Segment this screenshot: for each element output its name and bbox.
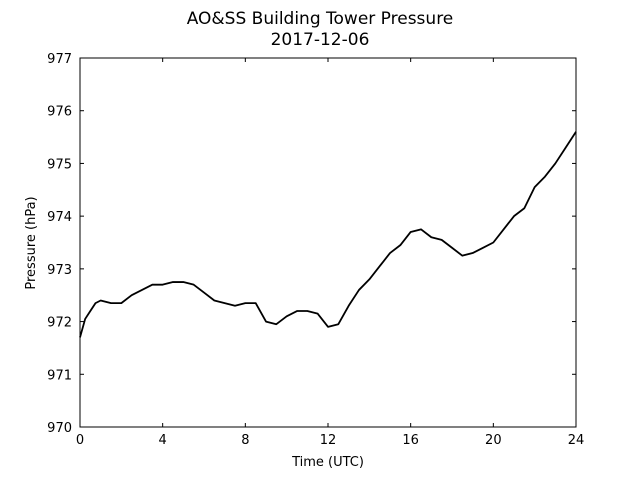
y-tick-label: 976: [47, 105, 72, 120]
x-axis-label: Time (UTC): [291, 455, 364, 470]
x-tick-label: 24: [568, 433, 585, 448]
x-tick-label: 12: [320, 433, 337, 448]
x-tick-label: 4: [159, 433, 167, 448]
y-tick-label: 971: [47, 368, 72, 383]
y-tick-label: 973: [47, 263, 72, 278]
x-tick-label: 0: [76, 433, 84, 448]
chart-title: AO&SS Building Tower Pressure: [187, 9, 454, 29]
x-tick-label: 16: [402, 433, 419, 448]
plot-frame: [79, 57, 577, 428]
y-axis-label: Pressure (hPa): [24, 196, 39, 289]
series-line: [79, 131, 577, 338]
chart-subtitle: 2017-12-06: [271, 30, 370, 50]
x-tick-label: 8: [241, 433, 249, 448]
x-axis: 0 4 8 12 16 20 24: [76, 58, 584, 448]
y-tick-label: 974: [47, 210, 72, 225]
y-tick-label: 970: [47, 421, 72, 436]
y-tick-label: 972: [47, 316, 72, 331]
y-axis: 970 971 972 973 974 975 976 977: [47, 52, 576, 436]
x-tick-label: 20: [485, 433, 502, 448]
y-tick-label: 975: [47, 157, 72, 172]
y-tick-label: 977: [47, 52, 72, 67]
